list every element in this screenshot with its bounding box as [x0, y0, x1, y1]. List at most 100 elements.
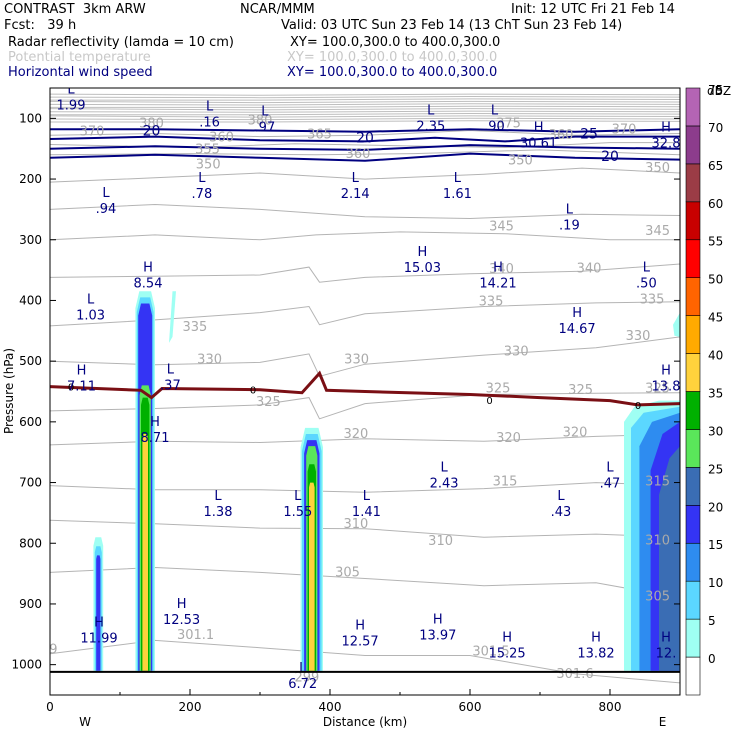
extremum-value-0: 1.99 [57, 98, 86, 113]
colorbar-swatch-60 [685, 201, 701, 241]
y-tick-label-7: 800 [19, 536, 42, 550]
wind-label-2: 25 [580, 126, 598, 142]
extremum-type-28: H [177, 597, 187, 612]
theta-label-3: 375 [496, 116, 521, 131]
theta-label-41: 00.9 [29, 643, 58, 658]
colorbar-label-20: 20 [708, 500, 723, 514]
colorbar-label-40: 40 [708, 349, 723, 363]
cell-b-band-5 [142, 434, 148, 671]
colorbar-swatch-0 [685, 656, 701, 696]
theta-label-39: 301.5 [472, 645, 509, 660]
x-tick-label-2: 400 [319, 700, 342, 714]
extremum-value-5: 30.61 [520, 137, 557, 152]
extremum-type-23: L [606, 461, 614, 476]
y-tick-label-5: 600 [19, 415, 42, 429]
x-tick-label-3: 600 [459, 700, 482, 714]
extremum-value-23: .47 [600, 477, 621, 492]
extremum-value-2: .97 [255, 120, 276, 135]
edge-anvil [673, 312, 680, 337]
valid-time: Valid: 03 UTC Sun 23 Feb 14 (13 ChT Sun … [281, 18, 623, 33]
colorbar-unit: dBZ [707, 84, 731, 98]
colorbar-label-65: 65 [708, 159, 723, 173]
extremum-type-11: L [566, 203, 574, 218]
wind-line-2 [50, 144, 680, 151]
theta-label-6: 360 [209, 130, 234, 145]
theta-label-17: 335 [479, 294, 504, 309]
extremum-type-25: L [294, 489, 302, 504]
extremum-value-14: 14.21 [479, 276, 516, 291]
field-wind-name: Horizontal wind speed [8, 65, 153, 80]
theta-label-14: 345 [645, 224, 670, 239]
extremum-type-16: L [87, 292, 95, 307]
extremum-value-26: 1.41 [352, 505, 381, 520]
colorbar-swatch-5 [685, 618, 701, 658]
theta-label-20: 330 [197, 353, 222, 368]
extremum-value-17: 14.67 [558, 322, 595, 337]
colorbar-label-50: 50 [708, 273, 723, 287]
wind-label-0: 20 [143, 123, 161, 139]
wind-line-1 [50, 135, 680, 143]
theta-label-32: 315 [645, 475, 670, 490]
zero-dbz-label-3: 0 [635, 401, 641, 412]
extremum-value-1: .16 [199, 115, 220, 130]
extremum-type-33: H [591, 631, 601, 646]
colorbar-swatch-75 [685, 87, 701, 127]
colorbar-label-45: 45 [708, 311, 723, 325]
theta-line-5 [50, 231, 680, 241]
theta-upper-line-2 [50, 98, 680, 101]
extremum-value-27: .43 [551, 505, 572, 520]
edge-band-4 [659, 446, 680, 671]
melting-level-line [50, 370, 680, 407]
extremum-type-22: L [440, 461, 448, 476]
extremum-value-9: 2.14 [341, 187, 370, 202]
theta-label-23: 330 [626, 329, 651, 344]
zero-dbz-label-0: 0 [68, 383, 74, 394]
extremum-value-32: 15.25 [488, 647, 525, 662]
theta-label-25: 325 [486, 382, 511, 397]
theta-upper-line-11 [50, 120, 680, 123]
theta-label-13: 345 [489, 220, 514, 235]
init-time: Init: 12 UTC Fri 21 Feb 14 [511, 2, 675, 17]
zero-dbz-label-1: 0 [250, 386, 256, 397]
y-tick-label-2: 300 [19, 233, 42, 247]
colorbar-swatch-10 [685, 580, 701, 620]
theta-upper-line-8 [50, 112, 680, 116]
east-label: E [659, 715, 667, 729]
colorbar-label-70: 70 [708, 121, 723, 135]
extremum-value-22: 2.43 [430, 477, 459, 492]
extremum-type-29: H [94, 615, 104, 630]
extremum-value-8: .78 [192, 187, 213, 202]
extremum-value-21: 8.71 [141, 431, 170, 446]
theta-upper-line-9 [50, 115, 680, 118]
x-tick-label-4: 800 [599, 700, 622, 714]
y-tick-label-0: 100 [19, 111, 42, 125]
extremum-value-11: .19 [559, 219, 580, 234]
colorbar-swatch-35 [685, 391, 701, 430]
theta-label-29: 320 [496, 431, 521, 446]
x-axis-title: Distance (km) [323, 715, 407, 729]
y-axis-title: Pressure (hPa) [2, 348, 16, 434]
theta-label-28: 320 [343, 427, 368, 442]
extremum-type-15: L [643, 260, 651, 275]
theta-upper-line-1 [50, 95, 680, 99]
theta-upper-line-0 [50, 93, 680, 96]
theta-label-40: 301.6 [556, 667, 593, 682]
theta-label-37: 305 [645, 589, 670, 604]
y-tick-label-4: 500 [19, 354, 42, 368]
colorbar-label-55: 55 [708, 235, 723, 249]
extremum-value-20: 13.8 [652, 379, 681, 394]
colorbar-label-25: 25 [708, 462, 723, 476]
theta-upper-line-3 [50, 100, 680, 104]
colorbar-label-10: 10 [708, 576, 723, 590]
extremum-type-10: L [454, 171, 462, 186]
extremum-value-33: 13.82 [577, 647, 614, 662]
theta-line-9 [50, 392, 680, 420]
extremum-type-2: L [261, 104, 269, 119]
colorbar-swatch-65 [685, 163, 701, 203]
theta-upper-line-7 [50, 110, 680, 113]
theta-label-30: 320 [563, 425, 588, 440]
extremum-type-18: H [77, 363, 87, 378]
theta-label-26: 325 [568, 383, 593, 398]
